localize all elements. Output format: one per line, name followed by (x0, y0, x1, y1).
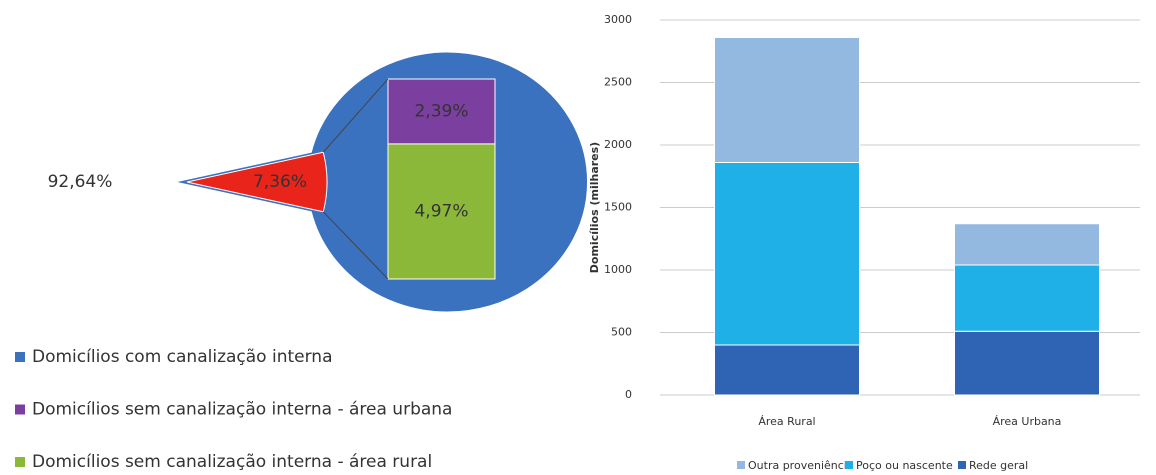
legend-label: Domicílios sem canalização interna - áre… (32, 400, 452, 420)
legend-swatch (15, 404, 25, 415)
legend-swatch (15, 352, 25, 362)
bar-segment (954, 264, 1100, 332)
y-tick-label: 2000 (604, 138, 632, 151)
legend-swatch (958, 461, 966, 469)
legend-swatch (845, 461, 853, 469)
x-tick-label: Área Urbana (993, 415, 1062, 428)
bar-segment (714, 162, 860, 346)
data-label: 92,64% (48, 172, 113, 192)
legend-swatch (737, 461, 745, 469)
y-tick-label: 500 (611, 326, 632, 339)
legend-label: Poço ou nascente (856, 459, 953, 472)
legend-label: Domicílios sem canalização interna - áre… (32, 452, 432, 472)
x-tick-label: Área Rural (758, 415, 815, 428)
y-tick-label: 0 (625, 388, 632, 401)
pie-slice (186, 151, 328, 213)
y-tick-label: 2500 (604, 76, 632, 89)
connector (322, 78, 389, 153)
bar-segment (954, 223, 1100, 266)
bar-segment (714, 37, 860, 163)
legend-swatch (15, 457, 25, 467)
connector (322, 211, 389, 280)
legend-label: Outra proveniência (748, 459, 854, 472)
y-tick-label: 1500 (604, 201, 632, 214)
y-tick-label: 1000 (604, 263, 632, 276)
y-axis-label: Domicílios (milhares) (588, 142, 601, 273)
data-label: 2,39% (414, 101, 468, 121)
legend-label: Rede geral (969, 459, 1028, 472)
bar-segment (954, 330, 1100, 396)
breakdown-bar (387, 78, 496, 145)
y-tick-label: 3000 (604, 13, 632, 26)
data-label: 4,97% (414, 201, 468, 221)
bar-segment (714, 344, 860, 396)
data-label: 7,36% (253, 172, 307, 192)
breakdown-bar (387, 143, 496, 280)
legend-label: Domicílios com canalização interna (32, 347, 332, 367)
